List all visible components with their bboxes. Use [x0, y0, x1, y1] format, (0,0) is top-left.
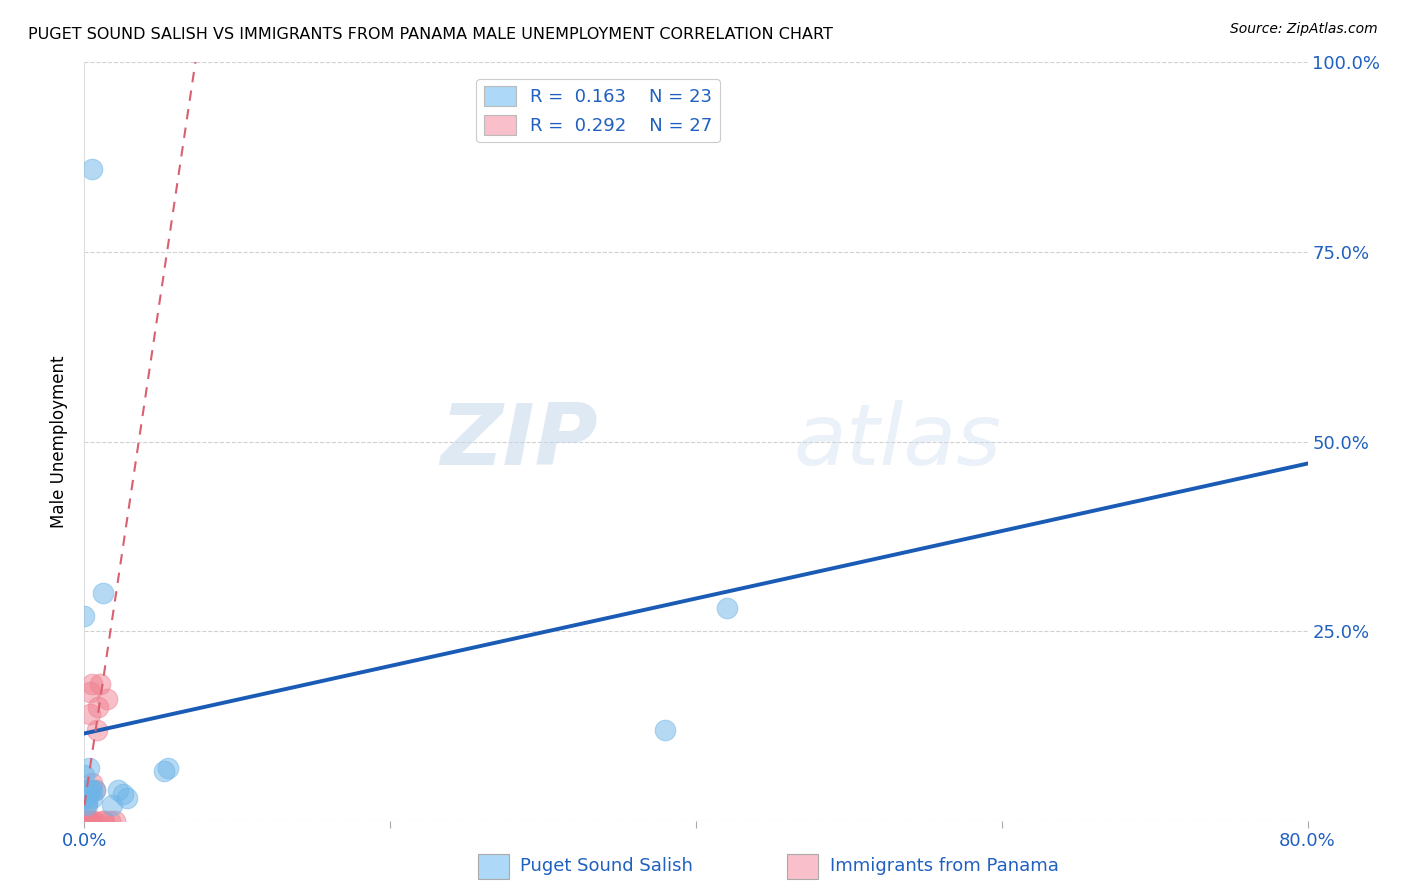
- Point: [98, 814, 121, 828]
- Point: [91, 814, 114, 828]
- Point: [77, 814, 100, 828]
- Point: [73, 608, 96, 623]
- Y-axis label: Male Unemployment: Male Unemployment: [51, 355, 69, 528]
- Text: Puget Sound Salish: Puget Sound Salish: [520, 857, 693, 875]
- Text: ZIP: ZIP: [440, 400, 598, 483]
- Point: [83, 814, 105, 828]
- Point: [80, 814, 103, 828]
- Point: [73, 768, 96, 782]
- Point: [80, 677, 103, 691]
- Point: [101, 798, 124, 813]
- Point: [76, 798, 98, 813]
- Point: [75, 798, 97, 813]
- Point: [77, 814, 100, 828]
- Text: atlas: atlas: [794, 400, 1002, 483]
- Point: [80, 161, 103, 176]
- Text: PUGET SOUND SALISH VS IMMIGRANTS FROM PANAMA MALE UNEMPLOYMENT CORRELATION CHART: PUGET SOUND SALISH VS IMMIGRANTS FROM PA…: [28, 27, 832, 42]
- Point: [79, 685, 101, 699]
- Point: [73, 814, 96, 828]
- Point: [76, 795, 98, 809]
- Point: [115, 791, 138, 805]
- Point: [80, 791, 103, 805]
- Point: [76, 814, 98, 828]
- Point: [76, 814, 98, 828]
- Point: [93, 814, 115, 828]
- Point: [77, 783, 100, 797]
- Point: [89, 677, 111, 691]
- Point: [107, 783, 129, 797]
- Point: [157, 760, 180, 774]
- Point: [75, 814, 97, 828]
- Point: [77, 814, 100, 828]
- Point: [79, 783, 101, 797]
- Point: [654, 723, 676, 737]
- Point: [111, 787, 134, 801]
- Point: [91, 586, 114, 600]
- Point: [76, 791, 98, 805]
- Point: [153, 764, 176, 779]
- Point: [75, 814, 97, 828]
- Point: [79, 707, 101, 722]
- Legend: R =  0.163    N = 23, R =  0.292    N = 27: R = 0.163 N = 23, R = 0.292 N = 27: [477, 79, 720, 143]
- Text: Immigrants from Panama: Immigrants from Panama: [830, 857, 1059, 875]
- Point: [84, 783, 107, 797]
- Text: Source: ZipAtlas.com: Source: ZipAtlas.com: [1230, 22, 1378, 37]
- Point: [104, 814, 127, 828]
- Point: [80, 783, 103, 797]
- Point: [87, 699, 110, 714]
- Point: [73, 814, 96, 828]
- Point: [716, 601, 738, 615]
- Point: [79, 814, 101, 828]
- Point: [76, 783, 98, 797]
- Point: [80, 776, 103, 790]
- Point: [96, 692, 118, 706]
- Point: [84, 783, 107, 797]
- Point: [86, 723, 108, 737]
- Point: [76, 783, 98, 797]
- Point: [73, 791, 96, 805]
- Point: [77, 760, 100, 774]
